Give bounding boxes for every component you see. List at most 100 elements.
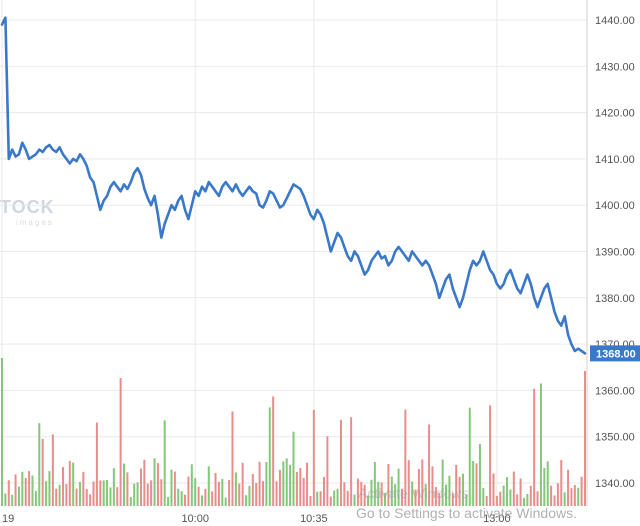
volume-bar bbox=[136, 482, 139, 506]
y-tick-label: 1400.00 bbox=[595, 200, 635, 212]
volume-bar bbox=[346, 490, 349, 506]
x-tick-label: 10:35 bbox=[300, 513, 328, 525]
volume-bar bbox=[170, 469, 173, 506]
volume-bar bbox=[309, 495, 312, 506]
volume-bar bbox=[92, 481, 95, 506]
volume-bar bbox=[299, 467, 302, 506]
volume-bar bbox=[187, 476, 190, 506]
volume-bar bbox=[468, 407, 471, 506]
volume-bar bbox=[207, 466, 210, 506]
volume-bar bbox=[502, 485, 505, 506]
volume-bar bbox=[512, 471, 515, 506]
activate-windows-title: Activate Windows bbox=[358, 485, 469, 501]
volume-bar bbox=[123, 463, 126, 506]
volume-bar bbox=[112, 468, 115, 506]
volume-bar bbox=[417, 469, 420, 506]
volume-bar bbox=[156, 463, 159, 506]
volume-bar bbox=[255, 482, 258, 506]
y-tick-label: 1410.00 bbox=[595, 154, 635, 166]
volume-bar bbox=[1, 358, 3, 506]
volume-bar bbox=[343, 482, 346, 506]
volume-bar bbox=[34, 490, 37, 506]
volume-bar bbox=[428, 424, 431, 506]
current-price-label: 1368.00 bbox=[596, 348, 636, 360]
volume-bar bbox=[129, 497, 132, 506]
volume-bar bbox=[407, 460, 410, 506]
volume-bar bbox=[21, 471, 24, 506]
volume-bar bbox=[499, 491, 502, 506]
volume-bar bbox=[204, 488, 207, 506]
volume-bar bbox=[475, 463, 478, 506]
volume-bar bbox=[421, 459, 424, 506]
volume-bar bbox=[65, 483, 68, 506]
y-tick-label: 1390.00 bbox=[595, 247, 635, 259]
volume-bar bbox=[522, 497, 525, 506]
volume-bar bbox=[251, 473, 254, 506]
volume-bar bbox=[455, 464, 458, 506]
volume-bar bbox=[519, 478, 522, 506]
volume-bar bbox=[465, 494, 468, 506]
volume-bar bbox=[495, 495, 498, 506]
volume-bar bbox=[567, 469, 570, 506]
volume-bar bbox=[45, 481, 48, 506]
volume-bar bbox=[492, 473, 495, 506]
volume-bar bbox=[584, 371, 586, 506]
volume-bar bbox=[431, 466, 434, 506]
volume-bar bbox=[397, 468, 400, 506]
volume-bar bbox=[11, 494, 14, 506]
volume-bar bbox=[400, 488, 403, 506]
volume-bar bbox=[384, 492, 387, 506]
volume-bar bbox=[160, 479, 163, 506]
volume-bar bbox=[509, 489, 512, 506]
volume-bar bbox=[109, 487, 112, 506]
volume-bar bbox=[238, 483, 241, 506]
volume-bar bbox=[200, 495, 203, 506]
volume-bar bbox=[553, 495, 556, 506]
volume-bar bbox=[78, 481, 81, 506]
volume-bar bbox=[556, 483, 559, 506]
volume-bar bbox=[302, 477, 305, 506]
volume-bar bbox=[323, 476, 326, 506]
volume-bar bbox=[438, 492, 441, 506]
volume-bar bbox=[570, 488, 573, 506]
volume-bar bbox=[543, 467, 546, 506]
volume-bar bbox=[68, 460, 71, 506]
volume-bar bbox=[75, 488, 78, 506]
volume-bar bbox=[336, 488, 339, 506]
volume-bar bbox=[190, 464, 193, 506]
watermark-subtitle: images bbox=[16, 218, 54, 227]
volume-bar bbox=[411, 481, 414, 506]
volume-bar bbox=[414, 489, 417, 506]
volume-bar bbox=[163, 420, 166, 506]
volume-bar bbox=[506, 477, 509, 506]
volume-bar bbox=[82, 471, 85, 506]
volume-bar bbox=[95, 422, 98, 506]
volume-bar bbox=[441, 459, 444, 506]
price-line bbox=[0, 16, 587, 355]
volume-bar bbox=[272, 396, 275, 506]
volume-bar bbox=[363, 484, 366, 506]
volume-bar bbox=[173, 471, 176, 506]
volume-bar bbox=[445, 484, 448, 506]
volume-bar bbox=[377, 481, 380, 506]
volume-bar bbox=[217, 481, 220, 506]
volume-bar bbox=[485, 495, 488, 506]
volume-bar bbox=[516, 494, 519, 506]
volume-bar bbox=[326, 436, 329, 506]
volume-bar bbox=[116, 487, 119, 506]
volume-bar bbox=[62, 467, 65, 506]
x-tick-label: 13:00 bbox=[483, 513, 511, 525]
volume-bar bbox=[282, 461, 285, 506]
volume-bar bbox=[533, 388, 536, 506]
volume-bar bbox=[424, 483, 427, 506]
volume-bar bbox=[38, 423, 41, 506]
volume-bar bbox=[472, 461, 475, 506]
volume-bar bbox=[245, 495, 248, 506]
volume-bar bbox=[306, 462, 309, 506]
y-tick-label: 1360.00 bbox=[595, 385, 635, 397]
volume-bar bbox=[360, 481, 363, 506]
volume-bar bbox=[482, 488, 485, 506]
volume-bar bbox=[58, 484, 61, 506]
volume-bar bbox=[295, 471, 298, 506]
volume-bar bbox=[563, 492, 566, 506]
